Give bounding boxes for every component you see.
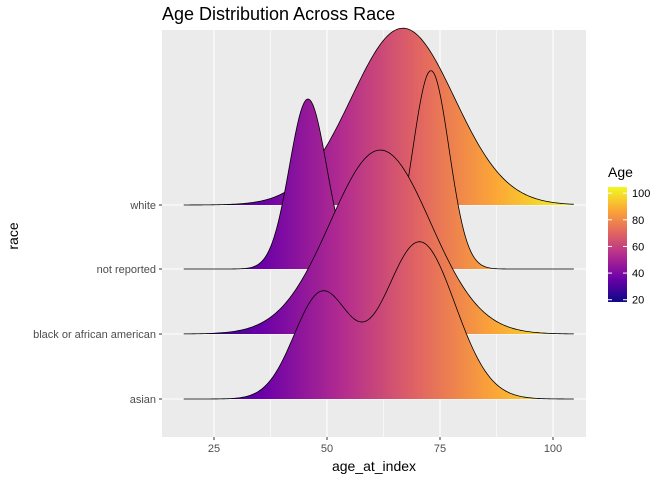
y-tick-label: white — [129, 200, 156, 212]
ridge-fill-black-or-african-american — [183, 150, 574, 334]
plot-panel — [162, 27, 586, 437]
legend-tick-label: 100 — [632, 188, 650, 200]
y-axis: asian black or african american not report… — [33, 200, 162, 406]
x-axis-title: age_at_index — [332, 458, 416, 474]
x-tick-label: 100 — [544, 443, 562, 455]
legend-tick-label: 20 — [632, 295, 644, 307]
legend-colorbar — [608, 187, 627, 302]
legend-tick-label: 60 — [632, 241, 644, 253]
ridge-fill-white — [183, 28, 574, 206]
y-axis-title: race — [5, 222, 21, 249]
x-axis: 25 50 75 100 — [208, 437, 562, 455]
y-tick-label: not reported — [97, 264, 156, 276]
ridge-fill-asian — [183, 241, 574, 399]
ridge-outline-asian — [183, 241, 574, 400]
ridge-outline-black-or-african-american — [183, 149, 574, 335]
legend-tick-label: 80 — [632, 215, 644, 227]
y-tick-label: asian — [130, 394, 156, 406]
x-tick-label: 50 — [321, 443, 333, 455]
y-tick-label: black or african american — [33, 329, 156, 341]
chart-title: Age Distribution Across Race — [162, 4, 395, 24]
ridge-outline-white — [183, 27, 574, 206]
ridge-fill-not-reported — [183, 70, 574, 269]
x-tick-label: 25 — [208, 443, 220, 455]
legend-tick-label: 40 — [632, 268, 644, 280]
legend-title: Age — [608, 164, 633, 180]
color-legend: Age 20 40 60 80 100 — [608, 164, 650, 307]
x-tick-label: 75 — [434, 443, 446, 455]
